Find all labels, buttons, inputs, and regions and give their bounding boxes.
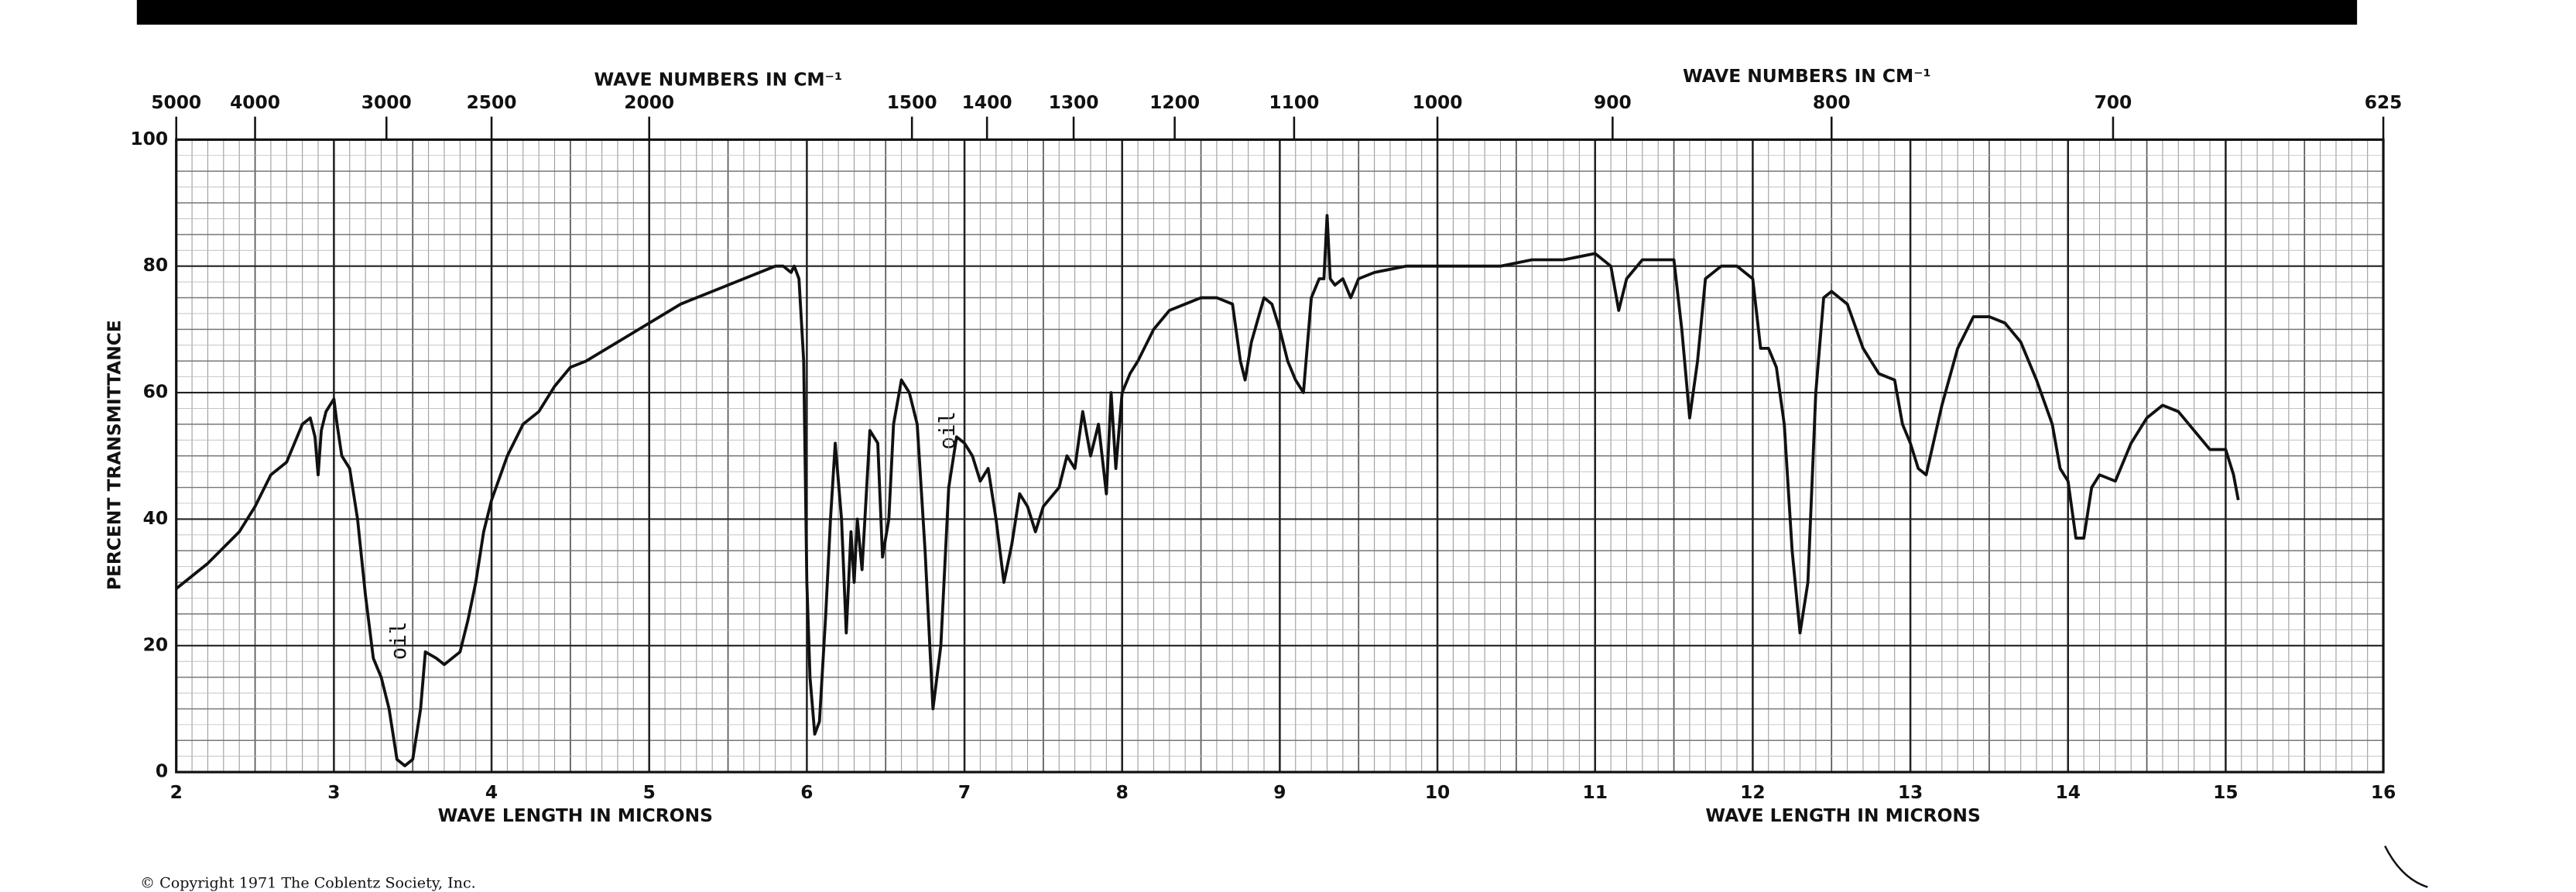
top-axis-title: WAVE NUMBERS IN CM⁻¹ bbox=[1683, 65, 1931, 87]
x-tick-label: 8 bbox=[1116, 781, 1129, 803]
x-tick-label: 6 bbox=[800, 781, 813, 803]
top-axis-title: WAVE NUMBERS IN CM⁻¹ bbox=[594, 68, 842, 90]
x2-tick-label: 1400 bbox=[962, 91, 1012, 113]
x2-tick-label: 900 bbox=[1594, 91, 1632, 113]
y-tick-label: 80 bbox=[143, 254, 168, 276]
x2-tick-label: 1200 bbox=[1149, 91, 1200, 113]
copyright: © Copyright 1971 The Coblentz Society, I… bbox=[140, 873, 476, 891]
y-tick-label: 60 bbox=[143, 381, 168, 403]
x2-tick-label: 1100 bbox=[1269, 91, 1319, 113]
x2-tick-label: 3000 bbox=[361, 91, 412, 113]
x-tick-label: 3 bbox=[327, 781, 340, 803]
x-axis-title: WAVE LENGTH IN MICRONS bbox=[438, 805, 713, 826]
y-tick-label: 0 bbox=[156, 760, 168, 782]
x-tick-label: 15 bbox=[2213, 781, 2238, 803]
x-tick-label: 16 bbox=[2371, 781, 2396, 803]
x-tick-label: 13 bbox=[1898, 781, 1923, 803]
x-tick-label: 12 bbox=[1740, 781, 1765, 803]
x-tick-label: 14 bbox=[2056, 781, 2081, 803]
x-axis-title: WAVE LENGTH IN MICRONS bbox=[1705, 805, 1980, 826]
x-tick-label: 10 bbox=[1425, 781, 1450, 803]
x2-tick-label: 700 bbox=[2095, 91, 2132, 113]
x2-tick-label: 2500 bbox=[467, 91, 517, 113]
x2-tick-label: 2000 bbox=[624, 91, 674, 113]
x2-tick-label: 800 bbox=[1813, 91, 1851, 113]
x2-tick-label: 1300 bbox=[1049, 91, 1099, 113]
x-tick-label: 11 bbox=[1582, 781, 1607, 803]
x-tick-label: 2 bbox=[170, 781, 183, 803]
spectrum-line bbox=[175, 214, 2240, 767]
y-tick-label: 100 bbox=[130, 128, 168, 149]
x2-tick-label: 625 bbox=[2365, 91, 2403, 113]
y-axis-title: PERCENT TRANSMITTANCE bbox=[104, 320, 125, 590]
x2-tick-label: 1000 bbox=[1413, 91, 1463, 113]
x-tick-label: 9 bbox=[1273, 781, 1286, 803]
corner-mark bbox=[2384, 846, 2428, 888]
y-tick-label: 20 bbox=[143, 633, 168, 655]
x2-tick-label: 1500 bbox=[887, 91, 937, 113]
x-tick-label: 7 bbox=[958, 781, 971, 803]
header-bar bbox=[136, 0, 2358, 25]
x2-tick-label: 5000 bbox=[151, 91, 201, 113]
x-tick-label: 4 bbox=[485, 781, 498, 803]
x2-tick-label: 4000 bbox=[230, 91, 280, 113]
y-tick-label: 40 bbox=[143, 507, 168, 529]
annotation: oil bbox=[385, 621, 411, 660]
x-tick-label: 5 bbox=[643, 781, 656, 803]
plot-frame bbox=[175, 138, 2385, 774]
